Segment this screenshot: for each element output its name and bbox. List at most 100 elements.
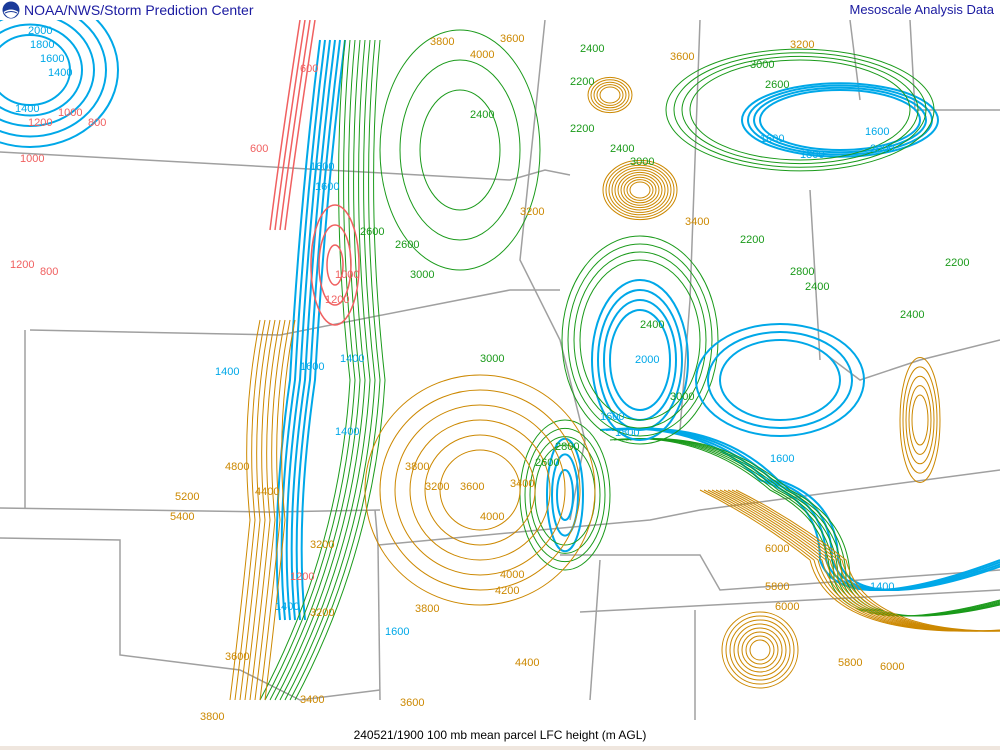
contour-label: 2600 — [395, 239, 419, 251]
contour-line-orange — [629, 181, 651, 199]
contour-line-orange — [259, 319, 291, 701]
contour-line-orange — [741, 631, 779, 669]
contour-label: 5400 — [170, 511, 194, 523]
org-name: NOAA/NWS/Storm Prediction Center — [24, 2, 254, 18]
contour-label: 5800 — [765, 581, 789, 593]
contour-line-red — [318, 224, 352, 306]
contour-label: 2400 — [610, 143, 634, 155]
contour-line-orange — [229, 319, 261, 701]
contour-line-orange — [623, 176, 657, 204]
contour-line-orange — [902, 366, 938, 474]
contour-line-orange — [264, 319, 296, 701]
state-border — [809, 189, 821, 361]
contour-label: 600 — [250, 143, 268, 155]
contour-line-orange — [614, 169, 666, 211]
state-border — [0, 151, 571, 181]
contour-label: 1400 — [340, 353, 364, 365]
contour-label: 6000 — [765, 543, 789, 555]
contour-label: 6000 — [775, 601, 799, 613]
contour-line-blue — [611, 427, 1000, 591]
contour-line-orange — [737, 627, 783, 673]
contour-label: 1400 — [15, 103, 39, 115]
contour-line-blue — [707, 331, 853, 429]
contour-line-green — [561, 235, 719, 445]
contour-line-red — [279, 20, 311, 231]
contour-label: 2200 — [740, 234, 764, 246]
contour-line-green — [579, 259, 701, 421]
state-border — [819, 339, 1000, 381]
contour-label: 2800 — [555, 441, 579, 453]
contour-label: 3600 — [225, 651, 249, 663]
contour-line-orange — [244, 319, 276, 701]
contour-line-blue — [0, 23, 83, 117]
contour-label: 2600 — [765, 79, 789, 91]
contour-line-blue — [609, 309, 671, 411]
contour-line-green — [419, 89, 501, 211]
contour-line-blue — [551, 453, 579, 537]
contour-line-orange — [596, 84, 624, 106]
contour-line-red — [310, 204, 360, 326]
contour-line-blue — [546, 437, 584, 553]
contour-line-green — [625, 438, 1000, 617]
contour-label: 4200 — [495, 585, 519, 597]
contour-line-orange — [599, 86, 621, 104]
contour-label: 600 — [300, 63, 318, 75]
contour-line-orange — [626, 179, 654, 201]
contour-label: 1600 — [310, 161, 334, 173]
contour-label: 1400 — [870, 581, 894, 593]
contour-line-green — [524, 427, 606, 563]
contour-line-blue — [0, 20, 107, 138]
contour-line-green — [609, 438, 1000, 617]
contour-label: 1600 — [300, 361, 324, 373]
contour-line-orange — [593, 81, 627, 109]
contour-line-blue — [753, 86, 927, 154]
contour-label: 3000 — [750, 59, 774, 71]
contour-label: 1600 — [865, 126, 889, 138]
contour-label: 1000 — [58, 107, 82, 119]
contour-line-orange — [725, 615, 795, 685]
contour-line-blue — [599, 427, 1000, 591]
contour-label: 1200 — [290, 571, 314, 583]
contour-label: 2600 — [360, 226, 384, 238]
contour-line-orange — [617, 171, 663, 209]
contour-label: 1600 — [770, 453, 794, 465]
contour-label: 3200 — [310, 539, 334, 551]
state-border — [589, 559, 601, 701]
contour-label: 3000 — [410, 269, 434, 281]
contour-label: 1600 — [385, 626, 409, 638]
contour-line-orange — [908, 385, 932, 455]
contour-line-blue — [280, 39, 326, 621]
contour-line-orange — [379, 389, 581, 591]
contour-line-green — [681, 55, 919, 165]
contour-label: 1800 — [30, 39, 54, 51]
contour-line-orange — [590, 79, 630, 111]
contour-labels: 2000 1800 1600 1400 1400 1200 1000 800 600 600 100… — [10, 25, 969, 722]
lfc-height-map: 2000 1800 1600 1400 1400 1200 1000 800 600 600 100… — [0, 20, 1000, 722]
contour-label: 3800 — [415, 603, 439, 615]
contour-line-orange — [439, 449, 521, 531]
contour-line-blue — [617, 427, 1000, 591]
contour-label: 1400 — [275, 601, 299, 613]
contour-line-green — [665, 48, 935, 172]
contour-label: 1200 — [325, 294, 349, 306]
contour-label: 3600 — [670, 51, 694, 63]
contour-label: 800 — [88, 117, 106, 129]
contour-line-green — [673, 52, 927, 168]
contour-line-green — [573, 251, 707, 429]
contour-line-green — [689, 59, 911, 161]
contour-line-green — [617, 438, 1000, 617]
state-borders — [0, 20, 1000, 720]
contour-label: 2400 — [805, 281, 829, 293]
contour-label: 3600 — [500, 33, 524, 45]
contour-line-blue — [556, 469, 574, 521]
contour-line-green — [399, 59, 521, 241]
contour-label: 3800 — [430, 36, 454, 48]
contour-label: 1800 — [615, 427, 639, 439]
contour-label: 4400 — [515, 657, 539, 669]
contour-line-orange — [602, 159, 678, 221]
state-border — [909, 20, 1000, 111]
contour-line-orange — [729, 619, 791, 681]
contour-line-red — [326, 244, 344, 286]
contour-label: 3600 — [460, 481, 484, 493]
map-caption: 240521/1900 100 mb mean parcel LFC heigh… — [0, 722, 1000, 750]
